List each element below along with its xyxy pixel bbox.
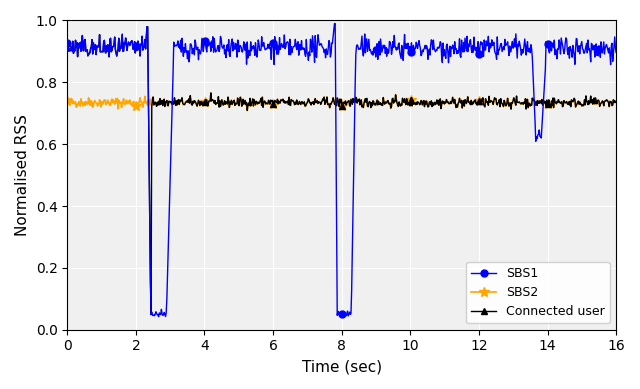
SBS1 (155, 314, 163, 319)
SBS1 (97, 49, 105, 54)
Connected user (143, 25, 151, 29)
Connected user (147, 312, 155, 317)
Connected user (481, 105, 489, 109)
SBS1 (538, 136, 545, 140)
SBS2 (243, 108, 251, 113)
Legend: SBS1, SBS2, Connected user: SBS1, SBS2, Connected user (466, 262, 610, 324)
SBS1 (383, 47, 391, 51)
Connected user (612, 100, 620, 105)
SBS1 (63, 41, 71, 46)
SBS1 (398, 43, 406, 48)
Connected user (398, 103, 406, 107)
X-axis label: Time (sec): Time (sec) (301, 359, 382, 374)
SBS2 (612, 100, 620, 105)
SBS2 (63, 99, 71, 103)
Connected user (538, 101, 545, 106)
Line: SBS2: SBS2 (63, 88, 621, 115)
Connected user (383, 98, 391, 103)
SBS1 (612, 50, 620, 55)
Connected user (63, 41, 71, 46)
Connected user (97, 49, 105, 54)
SBS1 (331, 21, 339, 26)
Line: SBS1: SBS1 (64, 20, 620, 320)
SBS2 (207, 91, 214, 95)
SBS1 (481, 48, 489, 53)
SBS2 (538, 101, 545, 106)
Y-axis label: Normalised RSS: Normalised RSS (15, 114, 30, 236)
SBS1 (415, 42, 422, 46)
SBS2 (481, 105, 489, 109)
SBS2 (415, 100, 422, 105)
SBS2 (383, 98, 391, 103)
Connected user (415, 100, 422, 105)
SBS2 (398, 103, 406, 107)
Line: Connected user: Connected user (64, 23, 620, 318)
SBS2 (97, 105, 105, 109)
